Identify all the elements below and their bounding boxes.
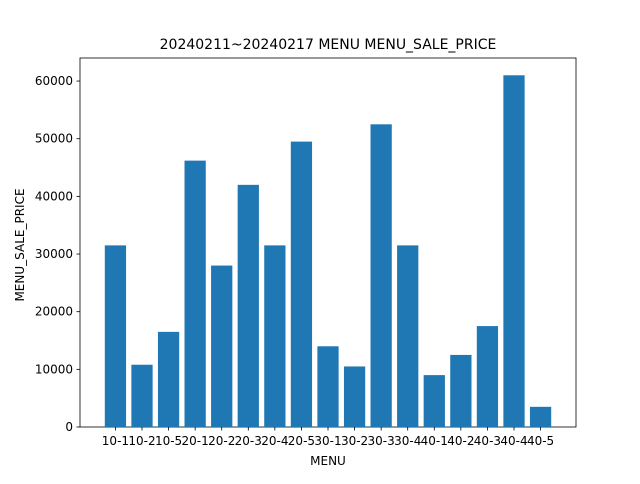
bar-40-2 — [450, 354, 472, 427]
bar-20-3 — [237, 184, 259, 427]
chart-title: 20240211~20240217 MENU MENU_SALE_PRICE — [160, 37, 497, 53]
y-tick-label: 30000 — [35, 247, 73, 261]
x-tick-label: 40-4 — [500, 434, 527, 448]
bars — [104, 75, 552, 428]
bar-40-1 — [423, 375, 445, 427]
y-tick-label: 60000 — [35, 74, 73, 88]
bar-30-2 — [343, 366, 366, 427]
y-tick-label: 50000 — [35, 132, 73, 146]
x-axis-label: MENU — [310, 454, 346, 468]
y-axis: 0 10000 20000 30000 40000 50000 60000 — [35, 74, 80, 434]
bar-20-2 — [211, 265, 233, 427]
x-tick-label: 40-1 — [421, 434, 448, 448]
x-tick-label: 30-1 — [314, 434, 341, 448]
y-tick-label: 10000 — [35, 362, 73, 376]
bar-10-2 — [131, 364, 153, 427]
x-tick-label: 20-3 — [235, 434, 262, 448]
x-tick-label: 40-2 — [447, 434, 474, 448]
x-tick-label: 40-3 — [474, 434, 501, 448]
bar-40-5 — [529, 406, 552, 427]
x-tick-label: 40-5 — [527, 434, 554, 448]
x-tick-label: 20-5 — [288, 434, 315, 448]
y-tick-label: 0 — [65, 420, 73, 434]
bar-20-4 — [264, 245, 286, 427]
bar-30-4 — [397, 245, 419, 427]
x-tick-label: 20-4 — [261, 434, 288, 448]
x-tick-label: 10-5 — [155, 434, 182, 448]
x-axis: 10-1 10-2 10-5 20-1 20-2 20-3 20-4 20-5 30-1 30-2… — [102, 427, 554, 448]
y-tick-label: 40000 — [35, 189, 73, 203]
bar-10-5 — [157, 331, 180, 427]
bar-40-4 — [503, 75, 525, 427]
x-tick-label: 30-3 — [368, 434, 395, 448]
y-tick-label: 20000 — [35, 305, 73, 319]
bar-30-1 — [317, 346, 339, 427]
bar-10-1 — [104, 245, 127, 427]
x-tick-label: 20-1 — [182, 434, 209, 448]
y-axis-label: MENU_SALE_PRICE — [13, 188, 27, 301]
bar-20-1 — [184, 160, 206, 428]
x-tick-label: 10-1 — [102, 434, 129, 448]
bar-20-5 — [290, 141, 313, 427]
x-tick-label: 10-2 — [128, 434, 155, 448]
x-tick-label: 30-4 — [394, 434, 421, 448]
bar-30-3 — [370, 124, 392, 427]
bar-40-3 — [476, 326, 499, 427]
x-tick-label: 20-2 — [208, 434, 235, 448]
x-tick-label: 30-2 — [341, 434, 368, 448]
